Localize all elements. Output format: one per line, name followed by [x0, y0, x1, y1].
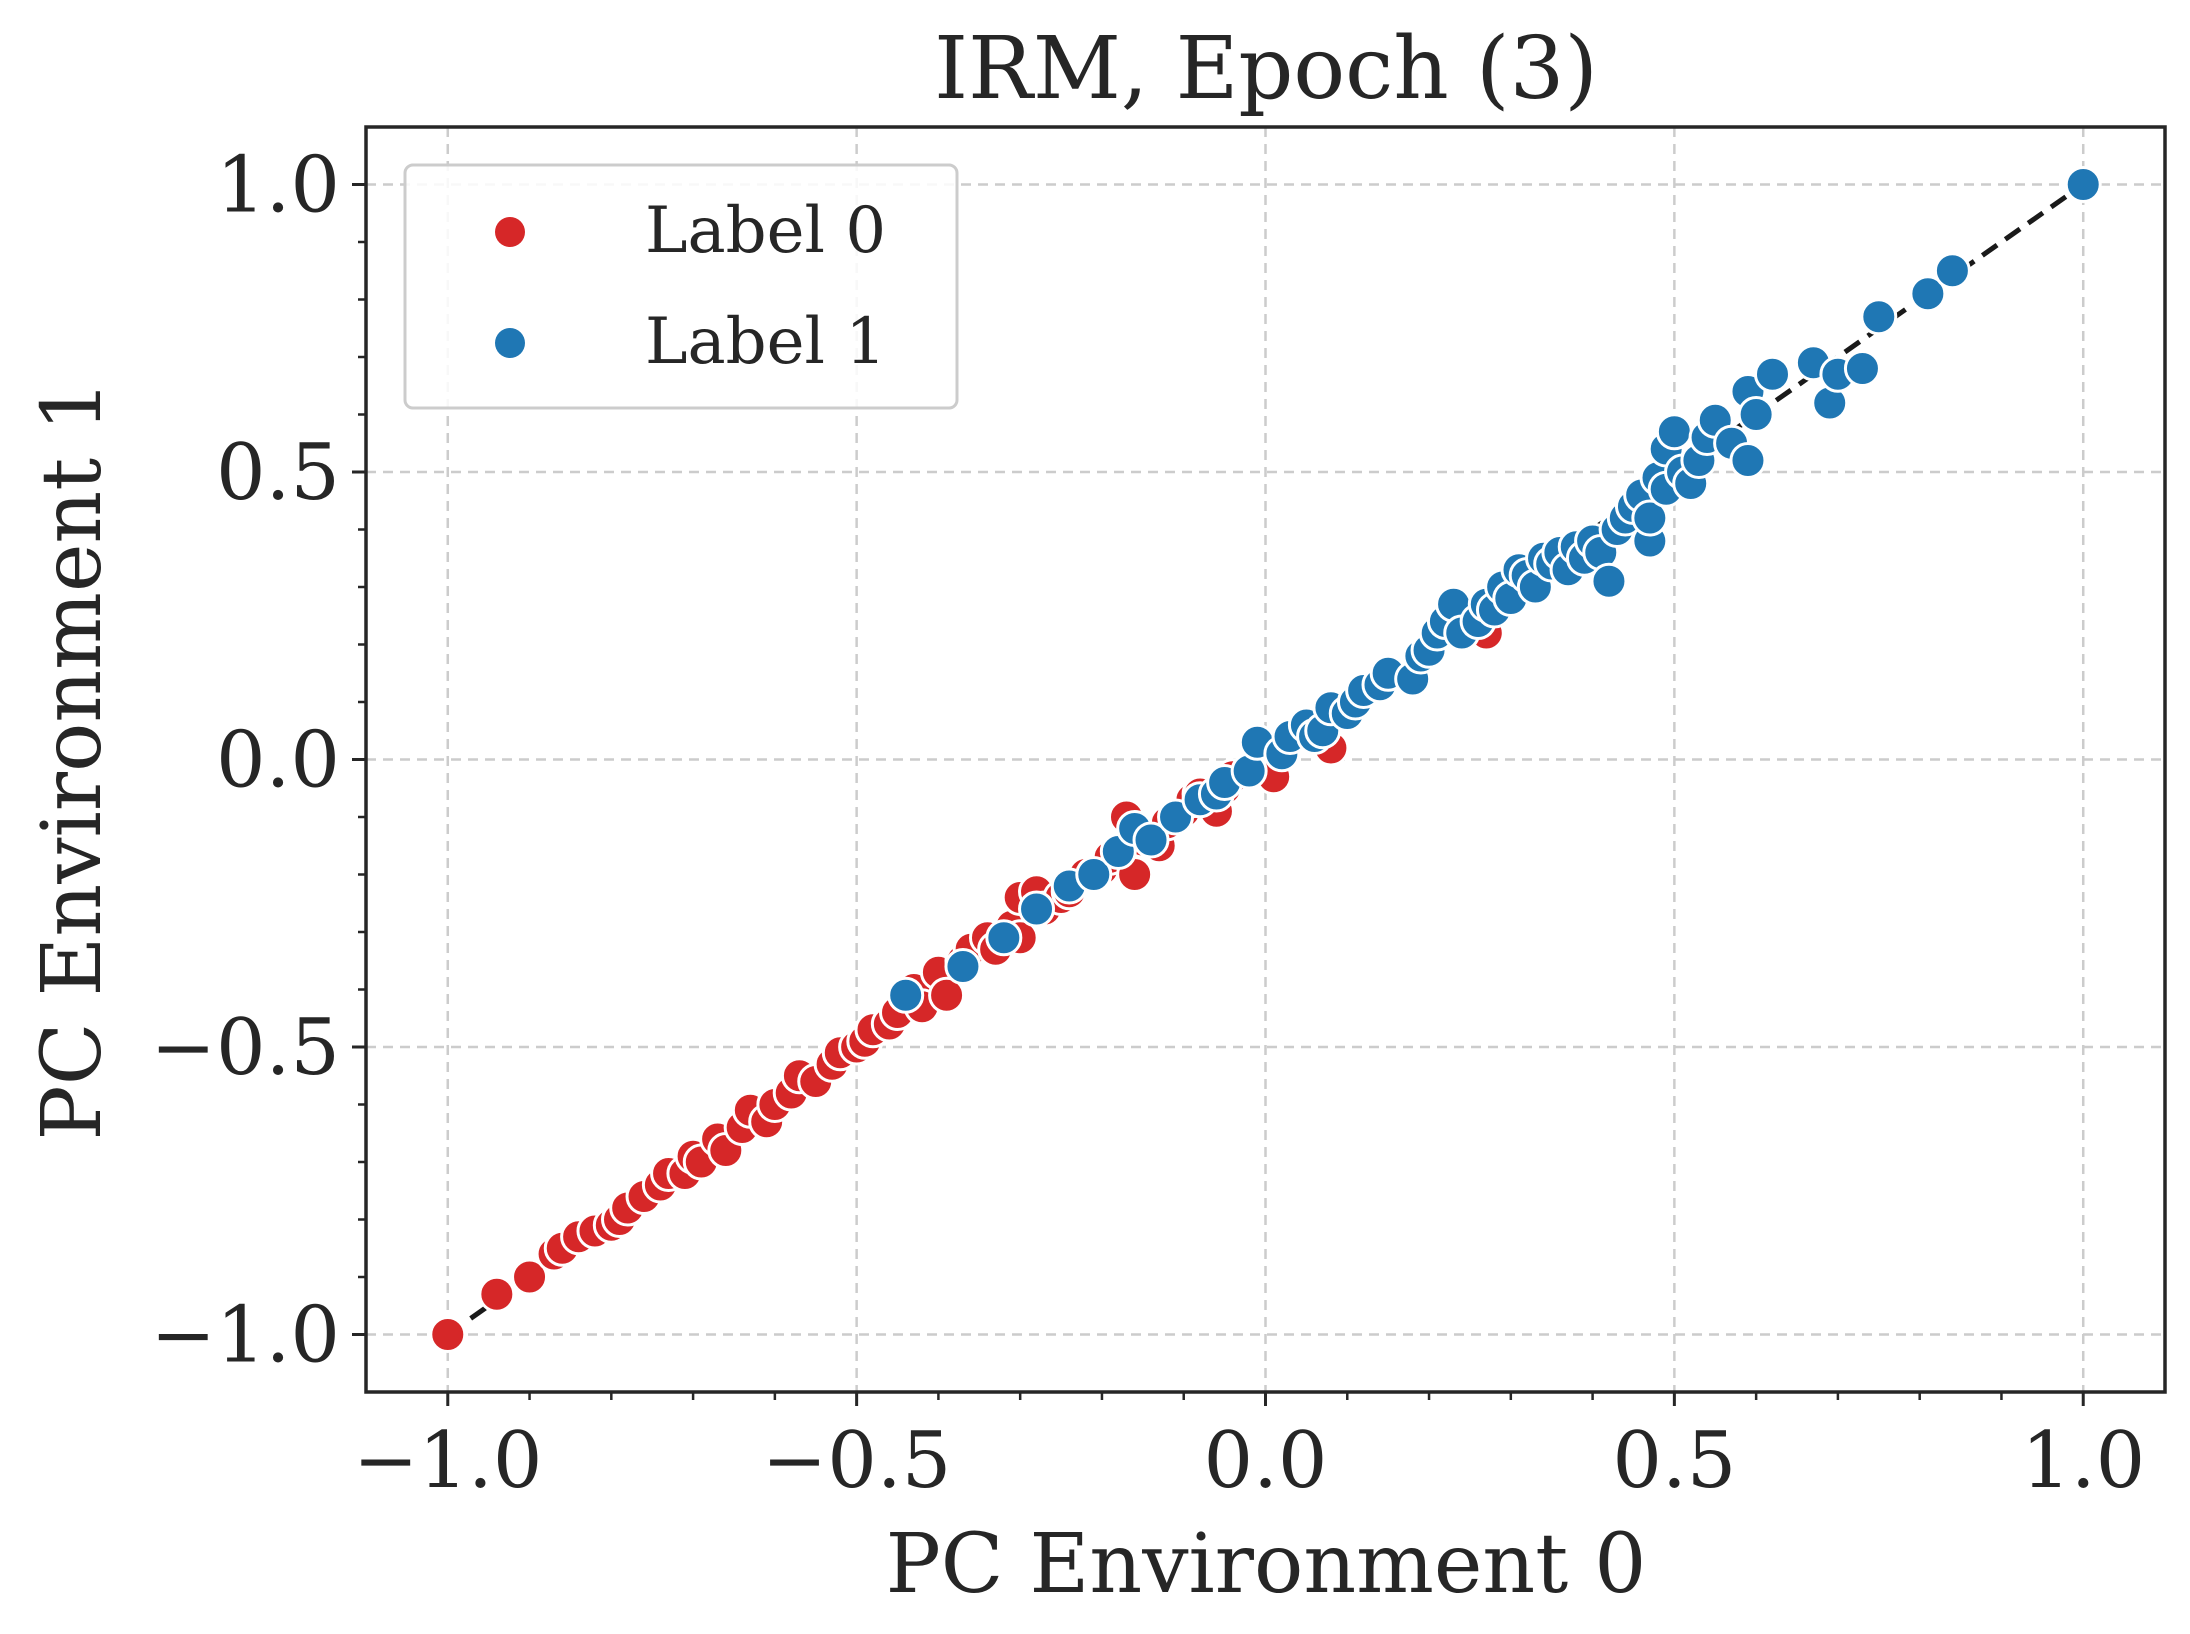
x-tick-label-4: 1.0: [2021, 1416, 2145, 1506]
point-series-1-66: [1729, 442, 1767, 479]
y-tick-label-2: 0.0: [216, 716, 340, 806]
point-series-1-68: [1737, 396, 1775, 433]
point-series-1-77: [2064, 166, 2102, 203]
point-series-0-2: [511, 1258, 549, 1296]
legend-label-0: Label 0: [645, 194, 886, 268]
point-series-1-1: [944, 948, 982, 985]
y-tick-label-0: −1.0: [151, 1291, 340, 1381]
x-tick-label-1: −0.5: [762, 1416, 951, 1506]
point-series-1-69: [1753, 355, 1791, 393]
point-series-1-74: [1860, 298, 1898, 336]
point-series-1-49: [1590, 562, 1628, 600]
point-series-1-73: [1843, 350, 1881, 387]
legend-marker-label-0: [495, 217, 525, 247]
point-series-1-8: [1132, 821, 1170, 859]
y-tick-labels: −1.0 −0.5 0.0 0.5 1.0: [151, 141, 340, 1381]
x-tick-label-3: 0.5: [1612, 1416, 1736, 1506]
y-tick-label-1: −0.5: [151, 1003, 340, 1093]
point-series-1-2: [985, 919, 1023, 957]
legend: Label 0 Label 1: [403, 163, 959, 410]
point-series-1-75: [1909, 275, 1947, 313]
x-axis-label: PC Environment 0: [886, 1517, 1647, 1612]
point-series-1-3: [1018, 890, 1056, 928]
point-series-1-0: [887, 976, 925, 1014]
legend-marker-label-1: [495, 328, 525, 358]
point-series-1-55: [1631, 499, 1669, 537]
point-series-1-59: [1655, 413, 1693, 451]
x-tick-labels: −1.0 −0.5 0.0 0.5 1.0: [353, 1416, 2145, 1506]
y-axis-label: PC Environment 1: [25, 380, 120, 1141]
point-series-1-5: [1075, 856, 1113, 893]
point-series-1-76: [1933, 252, 1971, 290]
point-series-0-35: [928, 976, 966, 1014]
point-series-0-0: [429, 1316, 467, 1353]
x-tick-label-0: −1.0: [353, 1416, 542, 1506]
legend-frame: [403, 163, 959, 410]
axis-ticks: [352, 183, 2085, 1406]
x-tick-label-2: 0.0: [1203, 1416, 1327, 1506]
chart-title: IRM, Epoch (3): [934, 19, 1598, 119]
legend-label-1: Label 1: [645, 305, 886, 379]
point-series-0-1: [478, 1275, 516, 1313]
data-points: [429, 166, 2102, 1353]
y-tick-label-3: 0.5: [216, 428, 340, 518]
y-tick-label-4: 1.0: [216, 141, 340, 231]
